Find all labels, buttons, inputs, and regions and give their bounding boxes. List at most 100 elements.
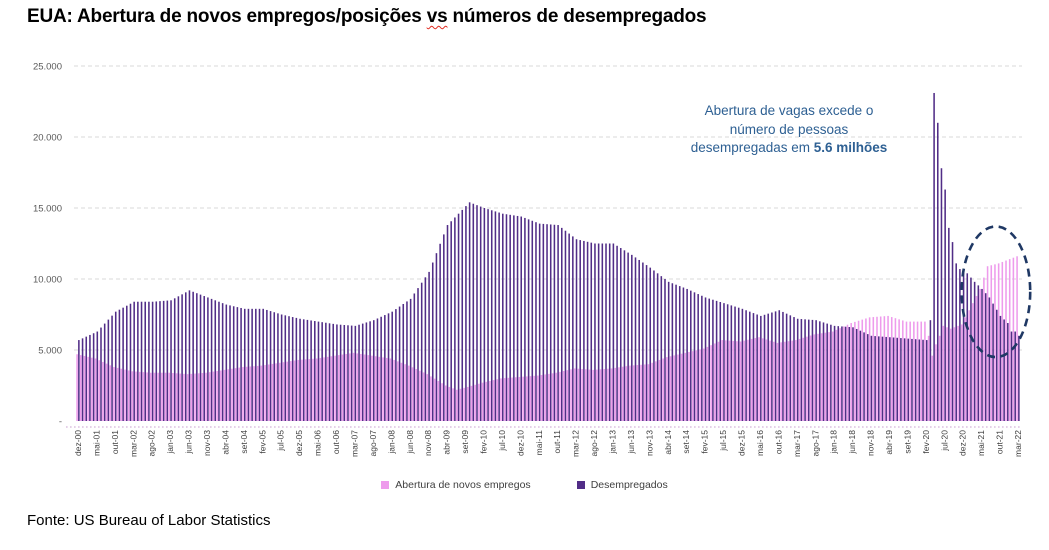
bar-abertura xyxy=(581,369,583,421)
y-tick-label: 20.000 xyxy=(33,133,62,144)
x-tick-label: jun-03 xyxy=(184,430,194,455)
page-title-part1: EUA: Abertura de novos empregos/posições xyxy=(27,6,427,27)
bar-abertura xyxy=(647,364,650,421)
bar-desempregados xyxy=(623,250,626,421)
bar-desempregados xyxy=(232,306,235,421)
bar-desempregados xyxy=(520,216,522,421)
bar-abertura xyxy=(138,371,141,421)
bar-abertura xyxy=(865,318,867,421)
bar-desempregados xyxy=(277,313,279,421)
bar-abertura xyxy=(784,341,786,421)
chart-legend: Abertura de novos empregos Desempregados xyxy=(0,479,1049,491)
bar-abertura xyxy=(964,317,967,421)
bar-abertura xyxy=(632,365,635,421)
bar-abertura xyxy=(607,368,609,421)
bar-desempregados xyxy=(325,322,327,421)
x-tick-label: dez-15 xyxy=(737,430,747,456)
bar-desempregados xyxy=(336,324,338,421)
bar-abertura xyxy=(131,371,134,421)
bar-abertura xyxy=(677,354,679,421)
bar-abertura xyxy=(319,357,322,421)
bar-abertura xyxy=(227,369,229,421)
bar-abertura xyxy=(946,327,948,421)
y-tick-label: 25.000 xyxy=(33,62,62,73)
bar-abertura xyxy=(732,340,735,421)
bar-abertura xyxy=(537,375,539,421)
bar-abertura xyxy=(393,359,395,421)
bar-abertura xyxy=(791,340,793,421)
annotation-line2: número de pessoas xyxy=(729,121,849,137)
source-note: Fonte: US Bureau of Labor Statistics xyxy=(27,512,271,529)
bar-abertura xyxy=(798,338,801,421)
bar-abertura xyxy=(146,372,148,421)
bar-desempregados xyxy=(199,294,202,421)
bar-abertura xyxy=(603,369,605,421)
bar-abertura xyxy=(470,385,473,421)
bar-desempregados xyxy=(498,212,500,421)
x-tick-label: set-09 xyxy=(460,430,470,454)
annotation-value: 5.6 milhões xyxy=(813,140,888,156)
bar-abertura xyxy=(680,353,683,421)
bar-abertura xyxy=(345,353,347,421)
bar-desempregados xyxy=(431,262,434,421)
bar-desempregados xyxy=(760,315,762,421)
bar-abertura xyxy=(1001,261,1004,421)
bar-desempregados xyxy=(955,263,957,421)
bar-abertura xyxy=(655,361,657,421)
bar-desempregados xyxy=(100,327,102,421)
bar-abertura xyxy=(124,369,126,421)
bar-desempregados xyxy=(774,311,777,421)
bar-desempregados xyxy=(959,269,961,421)
bar-desempregados xyxy=(483,208,486,421)
bar-desempregados xyxy=(844,326,847,421)
bar-abertura xyxy=(773,341,775,421)
bar-desempregados xyxy=(406,301,408,421)
bar-desempregados xyxy=(347,325,349,421)
bar-desempregados xyxy=(310,320,312,421)
bar-abertura xyxy=(669,356,672,421)
bar-abertura xyxy=(455,389,458,421)
bar-desempregados xyxy=(837,326,840,421)
bar-desempregados xyxy=(863,332,865,421)
x-tick-label: dez-00 xyxy=(73,430,83,456)
x-tick-label: mai-16 xyxy=(755,430,765,456)
bar-desempregados xyxy=(207,297,209,421)
bar-abertura xyxy=(437,380,440,421)
bar-abertura xyxy=(846,324,849,421)
bar-abertura xyxy=(802,337,805,421)
bar-abertura xyxy=(850,323,852,421)
bar-abertura xyxy=(691,351,694,421)
bar-desempregados xyxy=(796,318,799,421)
bar-abertura xyxy=(312,358,314,421)
bar-abertura xyxy=(282,362,285,421)
bar-desempregados xyxy=(885,336,887,421)
bar-abertura xyxy=(105,363,108,421)
bar-abertura xyxy=(1008,259,1011,421)
bar-desempregados xyxy=(111,315,113,421)
x-tick-label: set-19 xyxy=(902,430,912,454)
bar-abertura xyxy=(127,370,130,421)
bar-abertura xyxy=(382,357,384,421)
bar-desempregados xyxy=(822,322,825,421)
bar-abertura xyxy=(205,372,207,421)
bar-desempregados xyxy=(649,267,652,421)
bar-abertura xyxy=(769,340,771,421)
bar-desempregados xyxy=(981,288,983,421)
bar-abertura xyxy=(356,353,359,421)
x-tick-label: dez-05 xyxy=(294,430,304,456)
bar-desempregados xyxy=(137,301,139,421)
bar-desempregados xyxy=(542,223,545,421)
bar-desempregados xyxy=(221,303,224,421)
bar-desempregados xyxy=(730,305,733,421)
bar-desempregados xyxy=(889,337,891,421)
bar-abertura xyxy=(924,321,926,421)
bar-abertura xyxy=(588,369,591,421)
bar-desempregados xyxy=(642,262,644,421)
bar-abertura xyxy=(983,277,985,421)
bar-abertura xyxy=(868,317,871,421)
bar-desempregados xyxy=(605,243,607,421)
bar-desempregados xyxy=(181,294,183,421)
bar-abertura xyxy=(430,376,432,421)
bar-abertura xyxy=(315,358,318,421)
bar-abertura xyxy=(514,377,517,421)
